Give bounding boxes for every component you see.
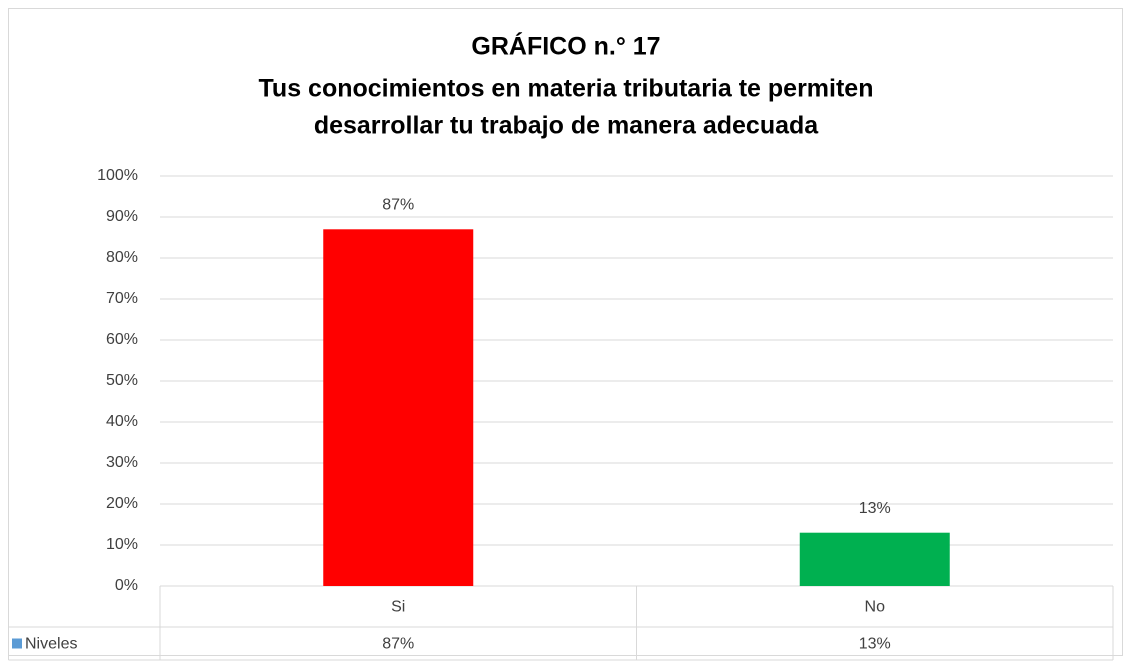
chart-border	[8, 8, 1123, 656]
y-tick-label: 70%	[106, 290, 138, 307]
table-cell: 13%	[859, 636, 891, 653]
y-tick-label: 60%	[106, 331, 138, 348]
y-tick-label: 10%	[106, 536, 138, 553]
x-tick-label: Si	[391, 599, 405, 616]
x-tick-label: No	[865, 599, 886, 616]
table-cell: 87%	[382, 636, 414, 653]
y-tick-label: 20%	[106, 495, 138, 512]
legend-label: Niveles	[25, 636, 77, 653]
chart-subtitle: desarrollar tu trabajo de manera adecuad…	[314, 112, 819, 140]
bar	[323, 229, 474, 587]
chart-subtitle: Tus conocimientos en materia tributaria …	[259, 75, 874, 103]
y-tick-label: 0%	[115, 577, 138, 594]
y-tick-label: 90%	[106, 208, 138, 225]
y-tick-label: 80%	[106, 249, 138, 266]
chart-title: GRÁFICO n.° 17	[471, 32, 660, 61]
bar	[799, 532, 950, 586]
legend-swatch	[12, 638, 22, 649]
y-tick-label: 30%	[106, 454, 138, 471]
y-tick-label: 100%	[97, 167, 138, 184]
data-label: 87%	[382, 197, 414, 214]
data-label: 13%	[859, 500, 891, 517]
y-tick-label: 50%	[106, 372, 138, 389]
y-tick-label: 40%	[106, 413, 138, 430]
